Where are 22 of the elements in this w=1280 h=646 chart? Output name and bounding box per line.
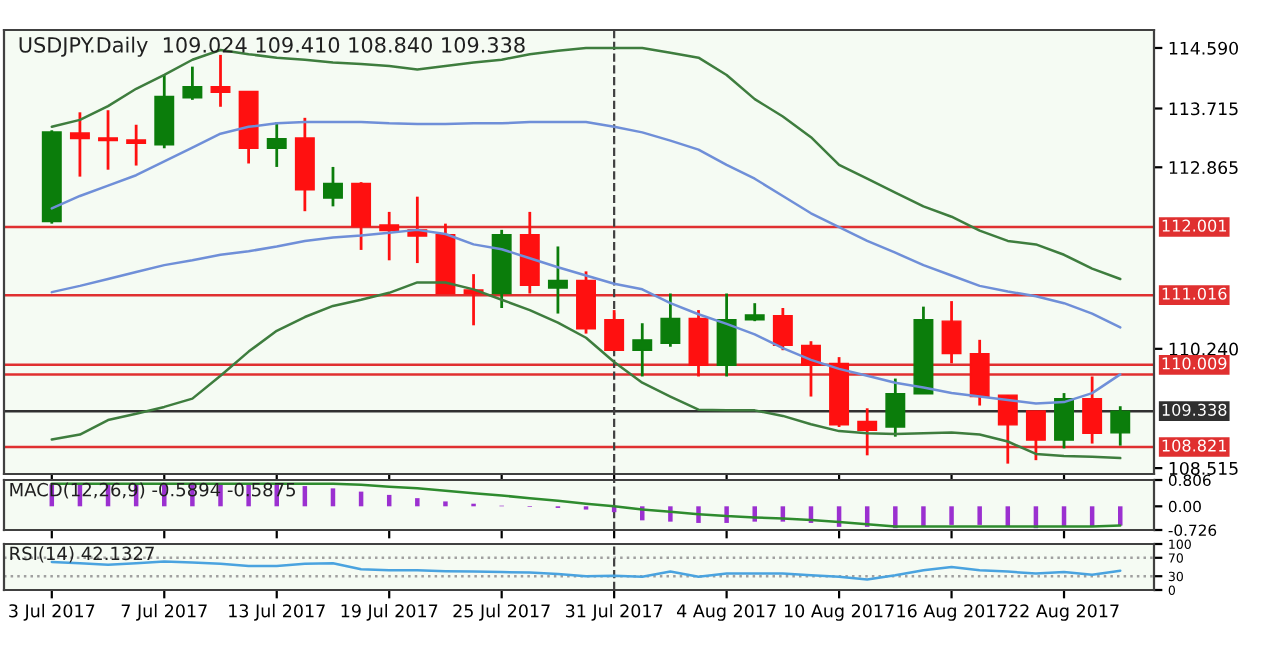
ref-line-label: 111.016 <box>1162 287 1227 300</box>
y-tick-label: 112.865 <box>1169 161 1238 175</box>
ref-line-label: 112.001 <box>1162 219 1227 232</box>
x-tick-label: 10 Aug 2017 <box>784 604 894 621</box>
chart-title: RSI(14) 42.1327 <box>10 546 154 563</box>
x-tick-label: 31 Jul 2017 <box>565 603 663 621</box>
y-tick-label: 110.240 <box>1169 342 1238 356</box>
x-tick-label: 19 Jul 2017 <box>341 603 438 621</box>
x-tick-label: 16 Aug 2017 <box>897 604 1007 621</box>
ref-line-label: 108.821 <box>1162 439 1227 452</box>
ref-line-label: 110.009 <box>1162 357 1227 370</box>
x-tick-label: 22 Aug 2017 <box>1009 604 1119 621</box>
x-tick-label: 4 Aug 2017 <box>676 604 776 621</box>
y-tick-label: 108.515 <box>1169 461 1238 475</box>
y-tick-label: 114.590 <box>1169 41 1238 55</box>
ref-line-label: 109.338 <box>1162 403 1227 416</box>
x-tick-label: 25 Jul 2017 <box>453 603 550 621</box>
x-tick-label: 7 Jul 2017 <box>121 603 207 621</box>
chart-title: USDJPY.Daily 109.024 109.410 108.840 109.338 <box>19 36 525 57</box>
y-tick-label: 113.715 <box>1169 102 1238 116</box>
x-tick-label: 13 Jul 2017 <box>229 603 325 621</box>
x-tick-label: 3 Jul 2017 <box>9 603 95 621</box>
